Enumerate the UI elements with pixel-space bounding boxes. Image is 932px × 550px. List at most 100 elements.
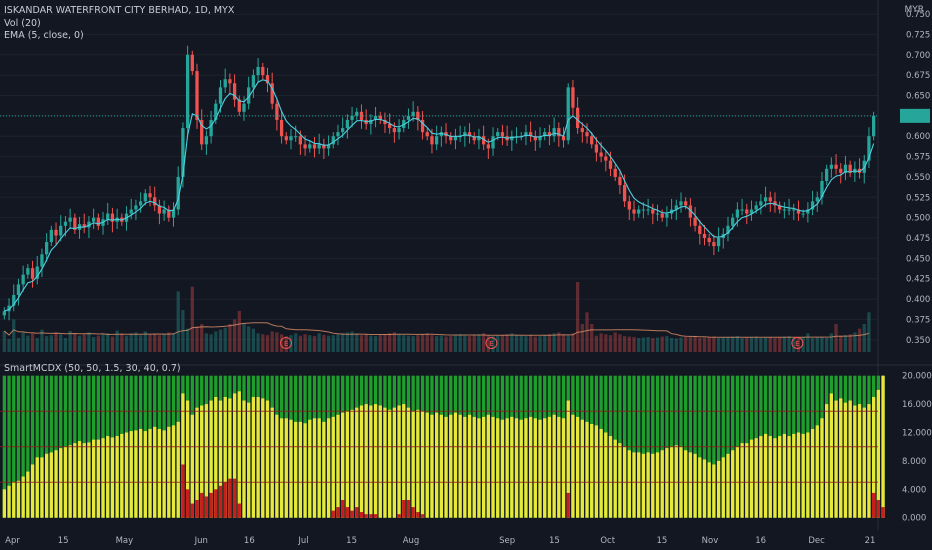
- indicator-yellow-bar: [872, 396, 876, 518]
- candle-body: [200, 119, 204, 145]
- indicator-yellow-bar: [265, 400, 270, 518]
- volume-bar: [627, 336, 631, 352]
- candle-body: [289, 136, 293, 141]
- indicator-yellow-bar: [519, 419, 523, 518]
- volume-bar: [740, 338, 744, 352]
- chart-title: ISKANDAR WATERFRONT CITY BERHAD, 1D, MYX: [4, 5, 235, 16]
- candle-body: [599, 152, 603, 157]
- candle-body: [392, 128, 397, 133]
- indicator-yellow-bar: [834, 400, 838, 518]
- volume-bar: [514, 335, 519, 352]
- price-tick-label: 0.450: [906, 254, 930, 264]
- volume-bar: [524, 336, 528, 352]
- indicator-yellow-bar: [129, 431, 133, 518]
- indicator-yellow-bar: [655, 452, 660, 518]
- volume-bar: [106, 333, 110, 352]
- indicator-yellow-bar: [787, 436, 791, 518]
- indicator-yellow-bar: [247, 402, 251, 518]
- candle-body: [834, 164, 838, 169]
- volume-bar: [195, 326, 199, 352]
- candle-body: [618, 176, 622, 186]
- volume-bar: [82, 334, 86, 352]
- volume-bar: [590, 324, 594, 352]
- candle-body: [702, 233, 707, 238]
- volume-bar: [637, 338, 641, 352]
- volume-bar: [796, 337, 801, 352]
- candle-body: [143, 193, 147, 202]
- indicator-red-bar: [364, 514, 368, 518]
- indicator-yellow-bar: [439, 414, 443, 518]
- indicator-red-bar: [350, 510, 354, 518]
- indicator-yellow-bar: [514, 418, 519, 518]
- indicator-yellow-bar: [87, 442, 91, 518]
- indicator-yellow-bar: [698, 457, 702, 518]
- ema-label[interactable]: EMA (5, close, 0): [4, 30, 84, 41]
- candle-body: [96, 217, 100, 226]
- candle-body: [500, 132, 505, 137]
- volume-bar: [21, 332, 25, 352]
- candle-body: [7, 305, 11, 312]
- volume-bar: [256, 333, 260, 352]
- candle-body: [726, 225, 730, 234]
- indicator-yellow-bar: [181, 393, 185, 518]
- indicator-yellow-bar: [143, 431, 147, 518]
- earnings-marker-icon: E: [284, 340, 288, 348]
- x-tick-label: May: [116, 536, 134, 546]
- candle-body: [481, 136, 486, 145]
- volume-bar: [632, 337, 636, 352]
- indicator-red-bar: [331, 510, 335, 518]
- candle-body: [232, 83, 237, 100]
- volume-bar: [500, 335, 505, 352]
- candle-body: [815, 197, 819, 202]
- indicator-yellow-bar: [641, 453, 646, 518]
- volume-bar: [707, 337, 711, 352]
- indicator-yellow-bar: [721, 457, 725, 518]
- indicator-yellow-bar: [425, 412, 429, 518]
- volume-bar: [44, 336, 49, 352]
- indicator-yellow-bar: [359, 405, 364, 518]
- volume-bar: [185, 328, 190, 352]
- volume-bar: [787, 336, 791, 352]
- indicator-yellow-bar: [420, 411, 425, 518]
- indicator-yellow-bar: [331, 416, 335, 518]
- candle-body: [857, 168, 862, 173]
- indicator-yellow-bar: [688, 452, 693, 518]
- x-tick-label: 15: [58, 536, 69, 546]
- volume-bar: [684, 337, 688, 352]
- candle-body: [735, 209, 740, 218]
- volume-bar: [242, 323, 246, 352]
- volume-bar: [350, 331, 354, 352]
- candle-body: [265, 75, 270, 84]
- volume-bar: [622, 336, 627, 352]
- earnings-marker-icon: E: [795, 340, 799, 348]
- price-tick-label: 0.600: [906, 132, 930, 142]
- volume-bar: [171, 333, 176, 352]
- indicator-yellow-bar: [355, 407, 359, 518]
- candle-body: [561, 136, 566, 141]
- volume-bar: [519, 335, 523, 352]
- indicator-yellow-bar: [378, 405, 382, 518]
- candle-body: [214, 103, 218, 120]
- indicator-red-bar: [223, 482, 227, 518]
- price-tick-label: 0.575: [906, 153, 930, 163]
- volume-bar: [279, 334, 284, 352]
- volume-bar: [698, 338, 702, 352]
- indicator-yellow-bar: [298, 421, 303, 518]
- volume-bar: [481, 333, 486, 352]
- price-tick-label: 0.550: [906, 173, 930, 183]
- indicator-yellow-bar: [660, 450, 664, 518]
- price-tick-label: 0.400: [906, 295, 930, 305]
- indicator-yellow-bar: [261, 398, 265, 518]
- indicator-red-bar: [181, 464, 185, 518]
- indicator-yellow-bar: [214, 396, 218, 518]
- indicator-yellow-bar: [284, 418, 288, 518]
- indicator-label[interactable]: SmartMCDX (50, 50, 1.5, 30, 40, 0.7): [4, 363, 181, 374]
- candle-body: [763, 197, 768, 202]
- candle-body: [698, 225, 702, 234]
- volume-bar: [341, 333, 345, 352]
- candle-body: [317, 144, 321, 149]
- indicator-yellow-bar: [453, 412, 458, 518]
- volume-label[interactable]: Vol (20): [4, 18, 41, 29]
- volume-bar: [655, 337, 660, 352]
